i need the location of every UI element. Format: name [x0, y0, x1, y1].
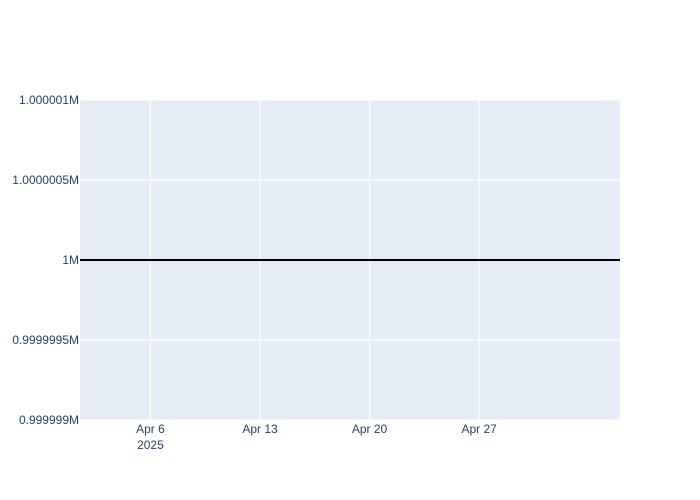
x-tick-label: Apr 20: [352, 422, 388, 436]
y-tick-label: 0.999999M: [19, 413, 79, 427]
y-tick-label: 0.9999995M: [12, 333, 79, 347]
x-tick-label: Apr 6: [136, 422, 165, 436]
y-tick-label: 1.0000005M: [12, 173, 79, 187]
y-tick-label: 1.000001M: [19, 93, 79, 107]
y-tick-label: 1M: [62, 253, 79, 267]
x-tick-sublabel: 2025: [137, 438, 164, 452]
x-tick-label: Apr 27: [461, 422, 497, 436]
x-axis: Apr 6 2025 Apr 13 Apr 20 Apr 27: [136, 422, 497, 452]
y-axis: 0.999999M 0.9999995M 1M 1.0000005M 1.000001M: [12, 93, 79, 427]
x-tick-label: Apr 13: [242, 422, 278, 436]
